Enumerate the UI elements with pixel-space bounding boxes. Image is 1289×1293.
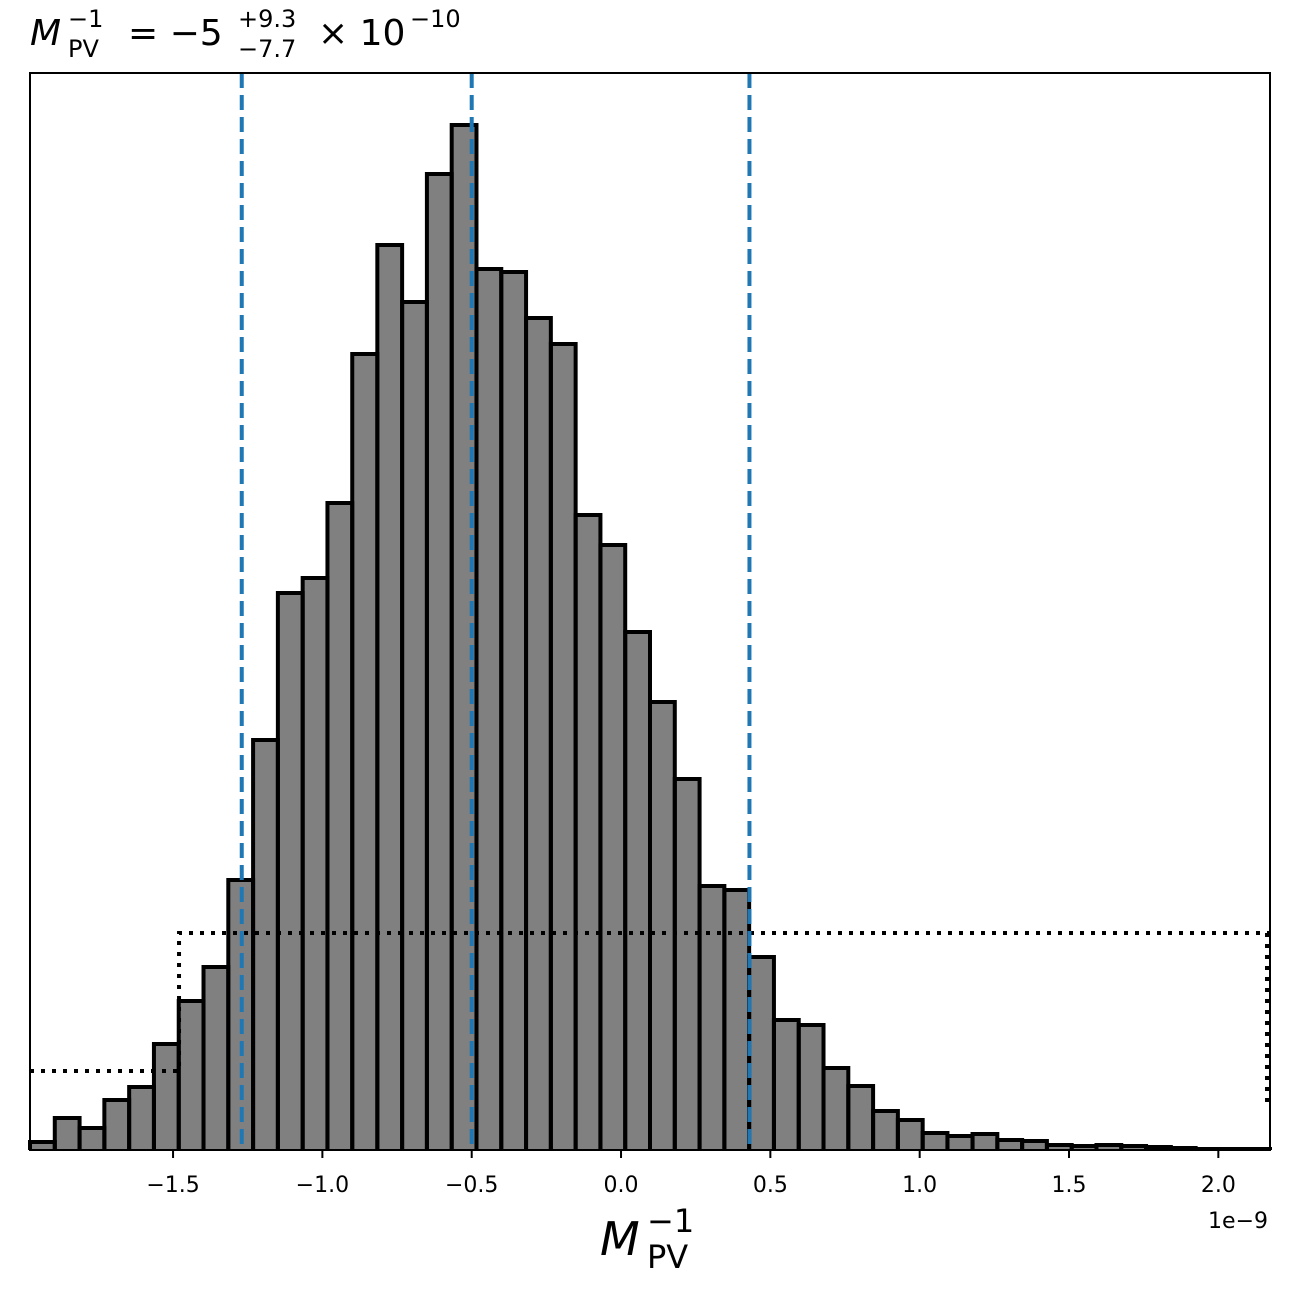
bar — [699, 886, 725, 1150]
x-label-sub: PV — [647, 1238, 688, 1276]
bar — [897, 1120, 923, 1150]
bar — [501, 272, 527, 1150]
title-times: × 10 — [318, 13, 405, 54]
bar — [873, 1111, 898, 1150]
bar — [352, 354, 378, 1150]
title-lower: −7.7 — [238, 35, 296, 63]
bar — [773, 1020, 799, 1150]
title-symbol: M — [30, 13, 61, 54]
offset-text: 1e−9 — [1208, 1209, 1268, 1234]
title-exponent: −10 — [410, 5, 461, 33]
bar — [203, 967, 229, 1150]
bar — [650, 702, 675, 1150]
x-tick-label: 0.5 — [753, 1173, 788, 1198]
bar — [402, 302, 427, 1150]
x-tick-label: −1.0 — [296, 1173, 349, 1198]
title-upper: +9.3 — [238, 5, 296, 33]
bar — [600, 545, 626, 1150]
bar — [327, 503, 353, 1150]
bar — [30, 1142, 55, 1150]
bar — [476, 269, 502, 1150]
x-label-sup: −1 — [647, 1202, 694, 1240]
bar — [104, 1100, 130, 1150]
bar — [823, 1068, 849, 1150]
title-sub: PV — [68, 35, 99, 63]
bar — [54, 1118, 80, 1150]
bar — [228, 880, 254, 1150]
bar — [625, 632, 650, 1150]
bar — [277, 593, 303, 1150]
prior-line — [30, 931, 1270, 1105]
bar — [724, 890, 750, 1150]
bar — [129, 1087, 154, 1150]
bar — [302, 578, 328, 1150]
bar — [377, 245, 403, 1150]
bar — [1046, 1145, 1072, 1150]
bar — [947, 1136, 973, 1150]
bar — [798, 1025, 824, 1150]
x-tick-label: −1.5 — [146, 1173, 199, 1198]
bar — [178, 1001, 204, 1150]
x-tick-label: 1.0 — [902, 1173, 937, 1198]
x-tick-label: 1.5 — [1052, 1173, 1087, 1198]
bar — [253, 740, 278, 1150]
title-sup: −1 — [68, 5, 103, 33]
x-tick-label: −0.5 — [445, 1173, 498, 1198]
bar — [79, 1128, 105, 1150]
x-tick-label: 0.0 — [604, 1173, 639, 1198]
bar — [550, 344, 576, 1150]
bar — [575, 515, 601, 1150]
bar — [526, 318, 551, 1150]
bar — [153, 1044, 179, 1150]
title-equals: = −5 — [128, 13, 223, 54]
plot-area — [28, 73, 1272, 1151]
bar — [674, 779, 700, 1150]
bar — [972, 1134, 998, 1150]
bar — [1096, 1145, 1122, 1150]
x-tick-label: 2.0 — [1201, 1173, 1236, 1198]
bar — [922, 1133, 948, 1150]
x-label-symbol: M — [600, 1212, 640, 1266]
bar — [426, 174, 452, 1150]
bar — [749, 957, 774, 1150]
axes-frame — [29, 72, 1271, 1151]
bar — [848, 1086, 874, 1150]
bar — [997, 1140, 1023, 1150]
bar — [1022, 1141, 1047, 1150]
